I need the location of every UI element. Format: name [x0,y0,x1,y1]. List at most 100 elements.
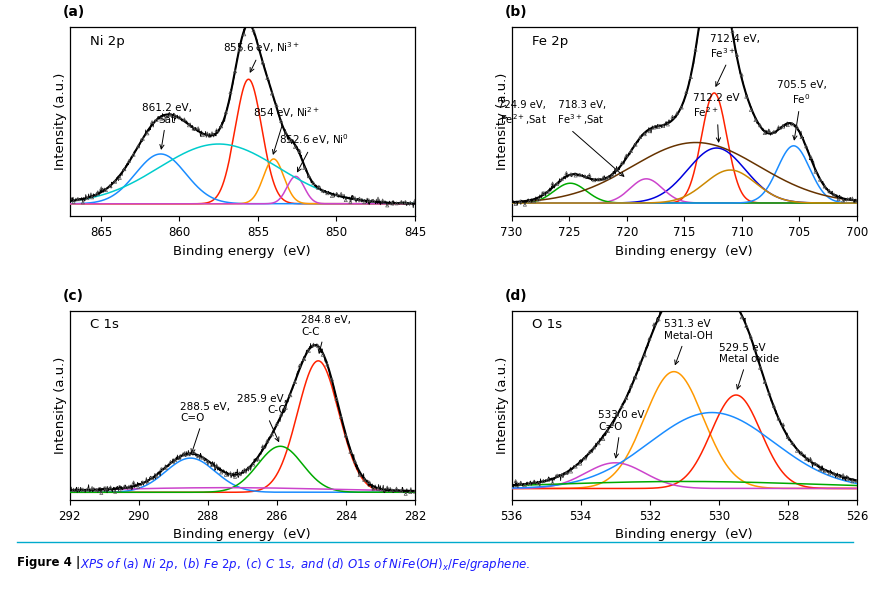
Y-axis label: Intensity (a.u.): Intensity (a.u.) [54,73,67,170]
Point [513,479,527,488]
Point [628,373,642,382]
Point [536,188,550,198]
Point [136,134,149,144]
Text: (d): (d) [504,289,527,303]
Point [269,101,283,110]
Point [711,291,725,301]
Point [779,432,793,442]
X-axis label: Binding energy  (eV): Binding energy (eV) [173,528,311,541]
Point [288,142,302,152]
Point [779,120,793,130]
Point [334,413,348,422]
Text: 705.5 eV,
Fe$^0$: 705.5 eV, Fe$^0$ [776,80,826,140]
Point [559,468,573,478]
Point [113,173,127,183]
Point [389,199,403,208]
Point [693,13,706,23]
Point [729,301,743,311]
Point [785,438,799,447]
Point [563,467,577,476]
Text: 712.4 eV,
Fe$^{3+}$: 712.4 eV, Fe$^{3+}$ [709,34,759,86]
Point [793,448,807,458]
Point [71,484,85,494]
Point [149,115,163,125]
Point [651,314,665,324]
Point [71,195,85,204]
Point [297,163,311,173]
Point [205,460,219,470]
Point [384,198,398,208]
Point [186,123,200,133]
Point [674,285,688,295]
Point [619,394,633,403]
Point [366,484,380,494]
Point [813,175,826,184]
Point [366,196,380,205]
Point [209,461,223,470]
Point [766,401,780,411]
Point [614,158,628,168]
Point [292,361,306,370]
Point [757,377,771,387]
Point [839,474,853,484]
Point [242,19,255,29]
Point [789,122,803,132]
Point [527,196,541,206]
Text: 855.6 eV, Ni$^{3+}$: 855.6 eV, Ni$^{3+}$ [223,40,301,72]
Point [237,465,251,475]
Point [136,477,149,487]
Point [375,484,389,494]
Point [743,332,757,341]
Point [568,171,582,180]
Point [274,116,288,126]
Point [739,321,753,331]
Point [701,292,715,302]
Point [408,196,421,205]
Point [508,199,522,209]
Point [651,122,665,132]
Point [605,419,619,429]
Point [232,470,246,479]
Point [90,189,103,198]
Point [655,304,669,313]
Point [637,350,651,360]
Point [637,129,651,139]
Point [831,194,845,204]
Point [90,485,103,495]
Point [605,171,619,180]
Point [338,195,352,205]
Point [831,471,845,481]
Point [600,173,614,183]
Point [633,358,647,367]
Point [582,447,596,457]
Point [549,179,563,189]
Point [619,151,633,161]
Point [108,487,122,497]
Point [775,420,789,429]
Point [127,477,141,487]
Point [315,350,329,359]
Point [209,125,223,135]
Point [609,410,623,419]
Point [99,483,113,493]
Point [265,429,279,439]
Point [817,466,831,476]
Point [725,300,739,310]
Point [186,447,200,457]
Point [408,487,421,497]
Point [191,452,205,461]
Point [357,475,371,485]
Point [577,171,591,181]
X-axis label: Binding energy  (eV): Binding energy (eV) [614,528,753,541]
Point [747,115,761,125]
Point [633,132,647,142]
Point [94,183,108,193]
Point [697,290,711,300]
Point [168,455,182,465]
Point [255,441,269,451]
Point [398,197,412,207]
Point [325,191,339,201]
Point [813,464,826,474]
Point [623,381,637,391]
Point [403,487,417,497]
